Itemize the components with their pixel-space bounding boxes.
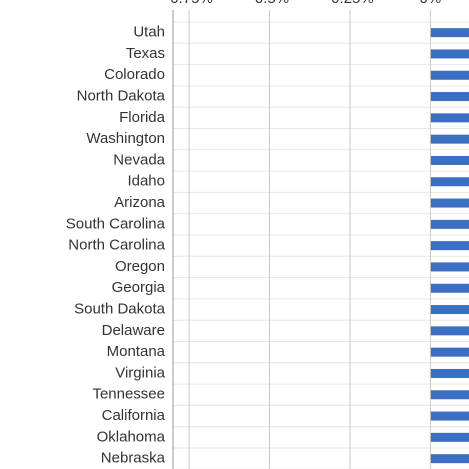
y-tick-label: North Carolina (68, 237, 165, 254)
y-tick-label: South Carolina (66, 215, 166, 232)
y-tick-label: Idaho (127, 173, 165, 190)
y-tick-label: Nevada (113, 151, 165, 168)
y-tick-label: Virginia (115, 364, 165, 381)
y-tick-label: Texas (126, 45, 165, 62)
bar (430, 347, 469, 357)
y-tick-label: Arizona (114, 194, 166, 211)
bar (430, 368, 469, 378)
y-tick-label: Georgia (112, 279, 166, 296)
y-tick-label: North Dakota (77, 88, 166, 105)
y-tick-label: Oregon (115, 258, 165, 275)
bar (430, 134, 469, 144)
bar (430, 198, 469, 208)
bar (430, 432, 469, 442)
bar (430, 49, 469, 59)
y-tick-label: Tennessee (92, 386, 165, 403)
x-tick-label: -0.25% (326, 0, 374, 7)
bar (430, 177, 469, 187)
bar (430, 283, 469, 293)
bar (430, 28, 469, 38)
y-tick-label: Colorado (104, 66, 165, 83)
bar (430, 454, 469, 464)
y-tick-label: California (102, 407, 166, 424)
bar (430, 219, 469, 229)
y-tick-label: Oklahoma (97, 428, 166, 445)
y-tick-label: Washington (86, 130, 165, 147)
plot-area (173, 21, 469, 469)
bar (430, 241, 469, 251)
y-tick-label: Nebraska (101, 450, 166, 467)
bar (430, 390, 469, 400)
x-tick-label: 0% (420, 0, 442, 7)
bar (430, 92, 469, 102)
y-tick-label: Utah (133, 24, 165, 41)
bar (430, 411, 469, 421)
bar (430, 70, 469, 80)
y-tick-label: Montana (107, 343, 166, 360)
x-tick-label: -0.75% (165, 0, 213, 7)
y-tick-label: South Dakota (74, 301, 166, 318)
x-tick-label: -0.5% (250, 0, 289, 7)
bar (430, 326, 469, 336)
y-tick-label: Florida (119, 109, 166, 126)
bar (430, 113, 469, 123)
y-tick-label: Delaware (102, 322, 165, 339)
bar (430, 155, 469, 165)
bar (430, 305, 469, 315)
bar (430, 262, 469, 272)
